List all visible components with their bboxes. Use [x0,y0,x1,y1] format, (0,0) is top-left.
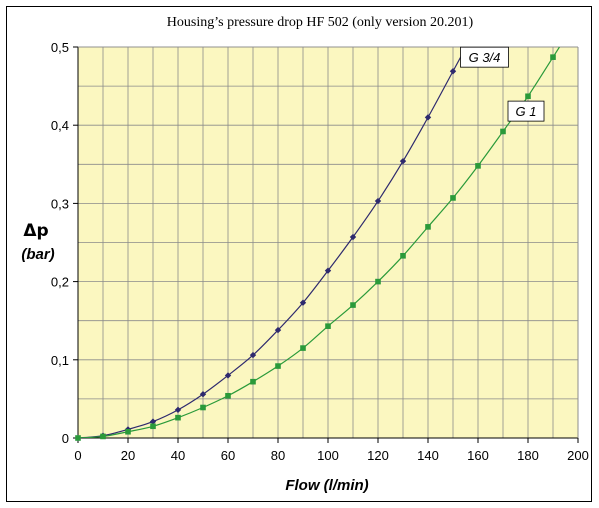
data-point [350,302,356,308]
x-tick-label: 80 [271,448,285,463]
y-tick-label: 0,4 [51,118,69,133]
chart-title: Housing’s pressure drop HF 502 (only ver… [167,15,474,30]
data-point [225,392,231,399]
grid-lines [77,46,579,439]
data-point [300,345,306,351]
y-axis-label-symbol: Δp [23,221,48,241]
x-tick-label: 180 [517,448,539,463]
x-tick-label: 60 [221,448,235,463]
series-g-1: G 1 [75,47,561,441]
x-tick-label: 100 [317,448,339,463]
data-point [224,372,232,379]
data-point [324,267,332,274]
x-tick-label: 160 [467,448,489,463]
data-point [175,414,181,421]
y-tick-label: 0 [62,431,69,446]
series-label-text: G 3/4 [469,50,501,65]
data-point [450,195,456,201]
data-point [550,54,556,60]
x-axis-label: Flow (l/min) [285,477,368,494]
data-point [349,233,357,241]
data-point [424,114,432,121]
data-point [199,391,207,398]
x-tick-label: 140 [417,448,439,463]
data-point [449,68,457,75]
x-tick-labels: 0 20 40 60 80 100 120 140 160 180 200 [74,438,589,463]
data-point [525,93,531,100]
y-tick-label: 0,1 [51,353,69,368]
data-point [75,435,81,441]
y-tick-labels: 0 0,1 0,2 0,3 0,4 0,5 [51,40,78,446]
data-point [275,363,281,369]
x-tick-label: 0 [74,448,81,463]
y-tick-label: 0,2 [51,275,69,290]
data-point [325,323,331,329]
x-tick-label: 40 [171,448,185,463]
data-point [200,404,206,411]
data-point [150,423,156,430]
data-point [249,351,257,359]
data-point [425,224,431,230]
series-label: G 3/4 [460,46,509,68]
y-tick-label: 0,5 [51,40,69,55]
data-point [400,252,406,259]
series-label: G 1 [507,100,545,122]
data-point [125,428,131,435]
x-tick-label: 120 [367,448,389,463]
data-point [149,418,157,425]
data-point [274,326,282,334]
series-label-text: G 1 [516,104,537,119]
data-point [250,378,256,385]
data-point [174,406,182,414]
data-point [100,433,106,440]
data-point [299,299,307,306]
data-point [500,128,506,135]
data-point [475,163,481,169]
data-point [375,278,381,285]
series-label-box [460,46,509,68]
x-tick-label: 200 [567,448,589,463]
data-point [399,157,407,165]
series-label-box [507,100,545,122]
y-axis-label-unit: (bar) [21,246,54,263]
data-point [374,197,382,205]
y-tick-label: 0,3 [51,196,69,211]
series-layer: G 3/4 G 1 [74,46,561,442]
x-tick-label: 20 [121,448,135,463]
series-g-3-4: G 3/4 [74,46,509,442]
